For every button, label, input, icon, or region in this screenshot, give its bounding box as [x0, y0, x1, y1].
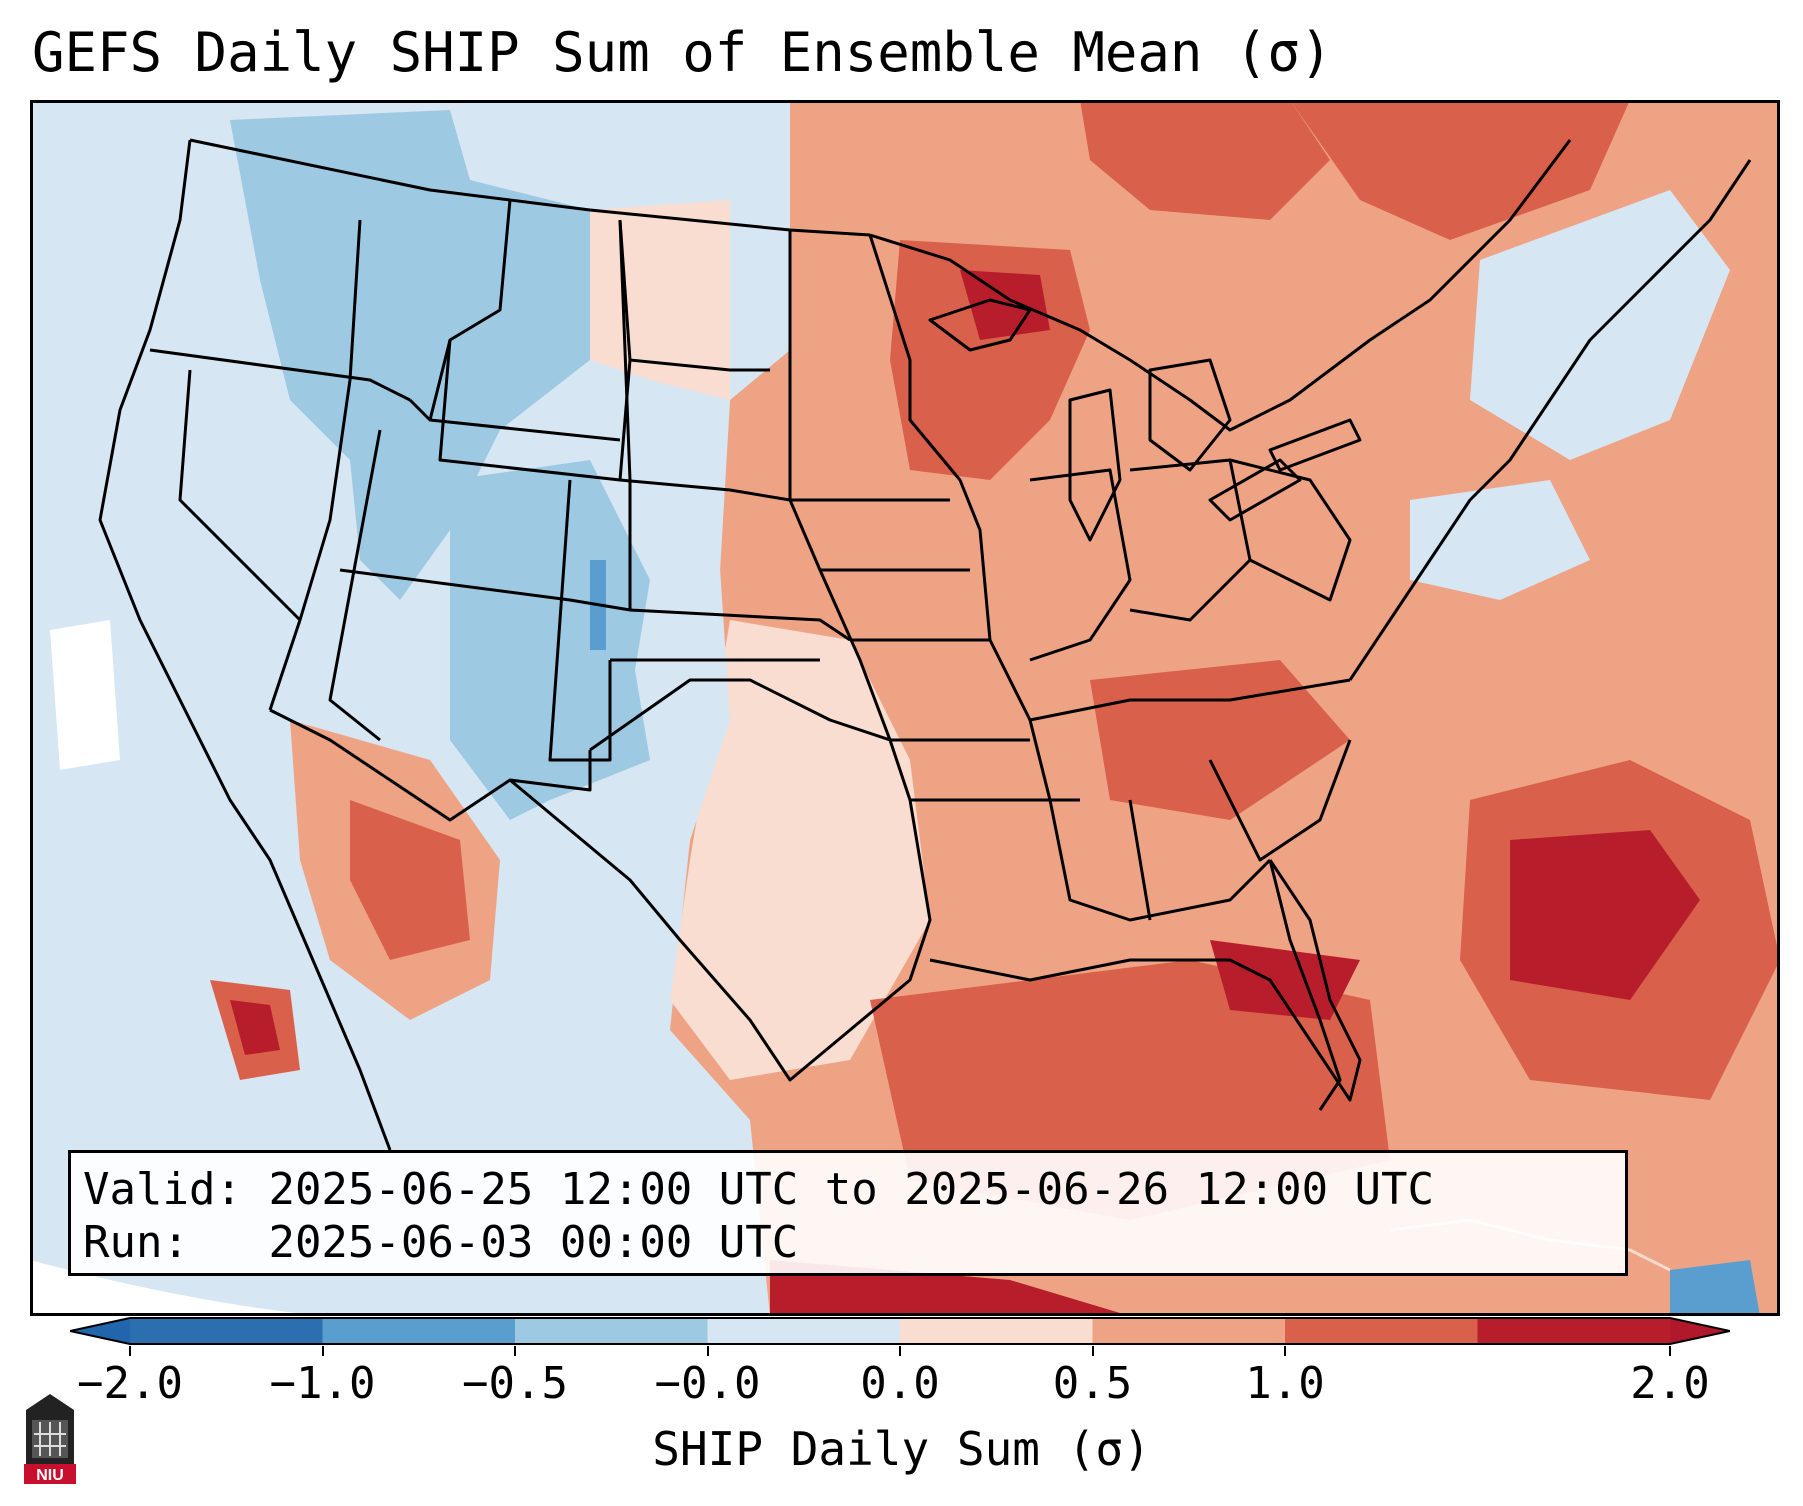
run-row: Run: 2025-06-03 00:00 UTC — [83, 1216, 1613, 1269]
colorbar-tickmark — [514, 1346, 516, 1356]
valid-label: Valid: — [83, 1164, 242, 1215]
colorbar-tickmark — [1669, 1346, 1671, 1356]
colorbar — [69, 1316, 1731, 1346]
colorbar-segment — [1092, 1318, 1286, 1344]
logo-text: NIU — [36, 1467, 64, 1484]
valid-time-box: Valid: 2025-06-25 12:00 UTC to 2025-06-2… — [68, 1150, 1628, 1276]
colorbar-segment — [130, 1318, 323, 1344]
colorbar-segment — [1285, 1318, 1478, 1344]
colorbar-segment — [900, 1318, 1093, 1344]
niu-logo: NIU — [22, 1390, 78, 1486]
colorbar-tickmark — [1284, 1346, 1286, 1356]
colorbar-tickmark — [706, 1346, 709, 1356]
colorbar-tickmark — [899, 1346, 901, 1356]
colorbar-extend-high — [1670, 1318, 1730, 1344]
colorbar-tick-label: −1.0 — [269, 1358, 376, 1409]
state-boundaries — [98, 138, 1752, 1272]
colorbar-tick-label: 0.0 — [860, 1358, 940, 1409]
valid-row: Valid: 2025-06-25 12:00 UTC to 2025-06-2… — [83, 1163, 1613, 1216]
colorbar-segment — [707, 1318, 901, 1344]
map-frame — [30, 100, 1780, 1316]
anomaly-field — [30, 100, 1780, 1316]
colorbar-segment — [515, 1318, 708, 1344]
colorbar-tickmark — [1091, 1346, 1094, 1356]
colorbar-label: SHIP Daily Sum (σ) — [652, 1422, 1151, 1476]
colorbar-tick-label: 2.0 — [1630, 1358, 1710, 1409]
colorbar-tick-label: −0.0 — [654, 1358, 761, 1409]
colorbar-tick-label: −2.0 — [77, 1358, 183, 1409]
colorbar-tickmark — [321, 1346, 324, 1356]
colorbar-tick-label: 0.5 — [1052, 1358, 1133, 1409]
run-value: 2025-06-03 00:00 UTC — [268, 1217, 799, 1268]
outside-domain-area — [30, 1260, 530, 1316]
chart-title: GEFS Daily SHIP Sum of Ensemble Mean (σ) — [32, 21, 1333, 84]
colorbar-extend-low — [70, 1318, 130, 1344]
valid-value: 2025-06-25 12:00 UTC to 2025-06-26 12:00… — [268, 1164, 1435, 1215]
colorbar-tickmark — [129, 1346, 131, 1356]
map-panel — [30, 100, 1780, 1316]
colorbar-segment — [322, 1318, 516, 1344]
colorbar-tick-label: 1.0 — [1245, 1358, 1325, 1409]
colorbar-segment — [1477, 1318, 1671, 1344]
run-label: Run: — [83, 1217, 189, 1268]
colorbar-tick-label: −0.5 — [462, 1358, 568, 1409]
